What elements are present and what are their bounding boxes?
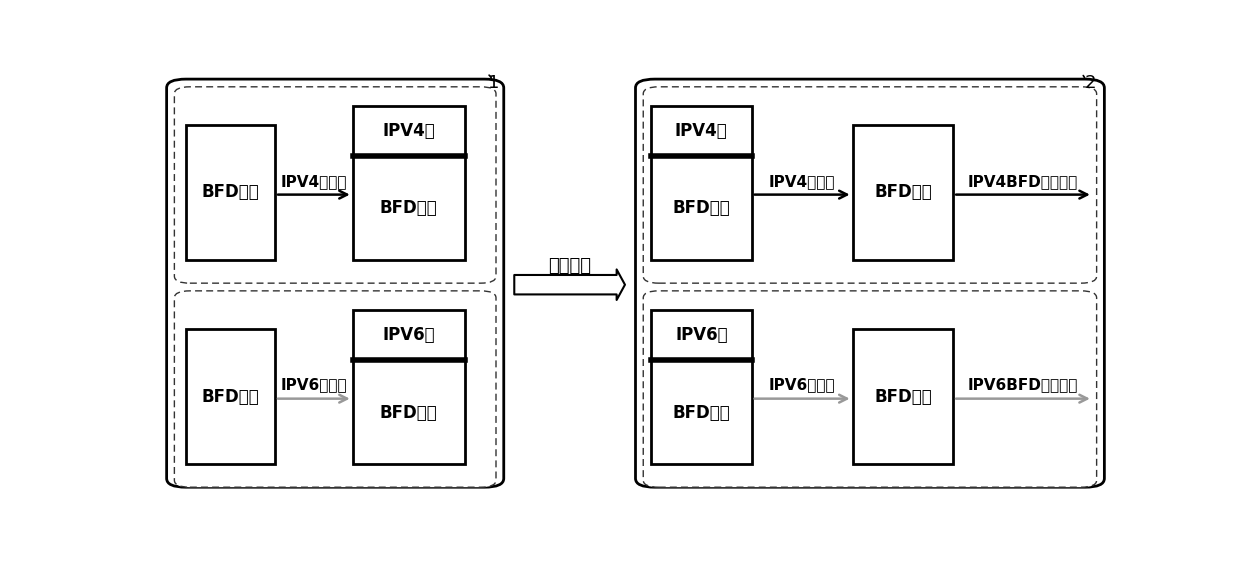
Text: 1: 1 — [489, 74, 500, 92]
Text: IPV6BFD会话处理: IPV6BFD会话处理 — [967, 377, 1079, 392]
Text: BFD报文: BFD报文 — [379, 404, 438, 422]
Text: IPV6协议栈: IPV6协议栈 — [769, 377, 836, 392]
Text: IPV6头: IPV6头 — [675, 326, 728, 344]
Text: IPV4BFD会话处理: IPV4BFD会话处理 — [968, 174, 1078, 189]
Bar — [186, 126, 275, 260]
Text: BFD报文: BFD报文 — [201, 388, 259, 406]
Text: IPV4头: IPV4头 — [675, 122, 728, 140]
Text: BFD报文: BFD报文 — [379, 199, 438, 217]
FancyBboxPatch shape — [175, 291, 496, 487]
Text: BFD报文: BFD报文 — [672, 404, 730, 422]
Text: IPV4协议栈: IPV4协议栈 — [769, 174, 836, 189]
Text: IPV6协议栈: IPV6协议栈 — [280, 377, 347, 392]
Bar — [853, 126, 954, 260]
Text: BFD报文: BFD报文 — [874, 184, 931, 202]
FancyBboxPatch shape — [635, 79, 1105, 487]
Text: BFD报文: BFD报文 — [201, 184, 259, 202]
Text: BFD报文: BFD报文 — [874, 388, 931, 406]
Bar — [352, 106, 465, 260]
FancyBboxPatch shape — [175, 87, 496, 283]
Bar — [352, 310, 465, 464]
Bar — [651, 310, 751, 464]
FancyBboxPatch shape — [166, 79, 503, 487]
Text: IPV4头: IPV4头 — [382, 122, 435, 140]
Text: 2: 2 — [1085, 74, 1096, 92]
Text: 通信链路: 通信链路 — [548, 257, 591, 275]
Bar — [853, 329, 954, 464]
Bar — [186, 329, 275, 464]
FancyBboxPatch shape — [644, 87, 1096, 283]
Text: BFD报文: BFD报文 — [672, 199, 730, 217]
FancyBboxPatch shape — [644, 291, 1096, 487]
Text: IPV6头: IPV6头 — [382, 326, 435, 344]
Bar — [651, 106, 751, 260]
Text: IPV4协议栈: IPV4协议栈 — [280, 174, 347, 189]
